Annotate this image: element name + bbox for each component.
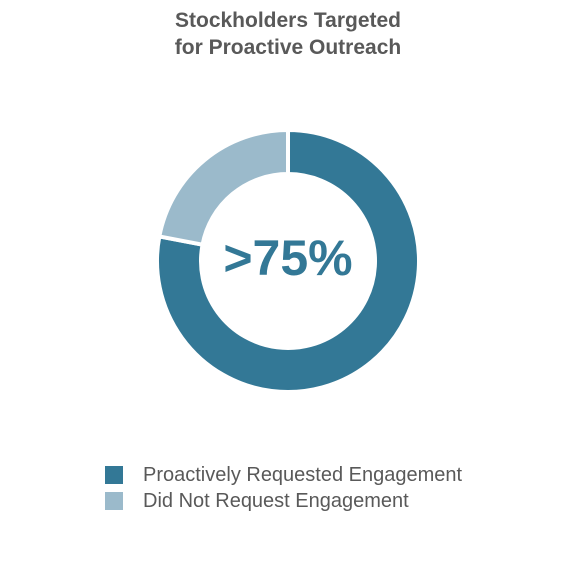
chart-title-line-2: for Proactive Outreach [174,36,402,59]
legend-label-did-not-request: Did Not Request Engagement [143,489,409,512]
donut-slice-did-not-request [156,127,290,248]
chart-legend: Proactively Requested Engagement Did Not… [105,462,462,514]
legend-label-proactively-requested: Proactively Requested Engagement [143,463,463,486]
donut-slice-proactively-requested [155,127,421,394]
chart-title-line-1: Stockholders Targeted [175,9,401,32]
legend-swatch-proactively-requested [105,466,123,484]
legend-item-proactively-requested: Proactively Requested Engagement [105,462,462,488]
donut-slices [155,127,421,394]
legend-swatch-did-not-request [105,492,123,510]
legend-item-did-not-request: Did Not Request Engagement [105,488,462,514]
donut-center-label: >75% [223,230,352,286]
